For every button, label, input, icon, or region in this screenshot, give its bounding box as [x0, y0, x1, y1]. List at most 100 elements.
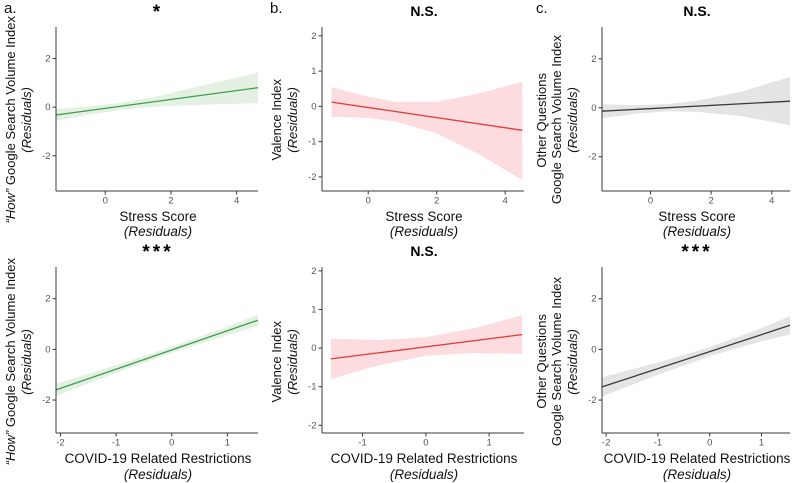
significance-label: *** [681, 242, 713, 263]
y-tick-label: 0 [591, 103, 596, 114]
x-tick-label: 1 [487, 438, 492, 449]
y-tick-label: -2 [308, 420, 316, 431]
x-tick-label: 0 [366, 196, 371, 207]
panel-b-top: b. Valence Index (Residuals) N.S. 0 2 4 -2 -1… [266, 0, 532, 240]
y-tick-label: 2 [311, 266, 316, 277]
panel-a-top: a. “How” Google Search Volume Index (Resi… [0, 0, 266, 240]
y-tick-label: 0 [311, 343, 316, 354]
x-axis-label-line2: (Residuals) [662, 224, 732, 240]
y-axis-label-line: Other Questions [534, 314, 550, 409]
y-tick-label: -2 [42, 151, 50, 162]
x-axis-label-line1: COVID-19 Related Restrictions [64, 451, 252, 466]
y-tick-label: 0 [311, 101, 316, 112]
confidence-band [331, 81, 523, 180]
x-axis-label-line1: COVID-19 Related Restrictions [603, 451, 791, 466]
y-tick-label: 0 [591, 344, 596, 355]
panel-c-top: c. Other Questions Google Search Volume I… [532, 0, 799, 240]
y-axis-label-line: Valence Index [269, 320, 285, 403]
y-axis-label: Valence Index (Residuals) [266, 0, 300, 240]
x-tick-label: 2 [168, 196, 173, 207]
x-tick-label: 0 [423, 438, 428, 449]
x-tick-label: 1 [225, 438, 230, 449]
x-axis-label: COVID-19 Related Restrictions (Residuals… [580, 451, 794, 482]
y-axis-label-line: Other Questions [534, 72, 550, 168]
y-axis-label: Valence Index (Residuals) [266, 240, 300, 483]
y-tick-label: 0 [45, 344, 50, 355]
y-axis-label-line: (Residuals) [18, 328, 34, 395]
x-axis-label-line1: Stress Score [119, 208, 197, 224]
x-tick-label: -1 [358, 438, 366, 449]
x-tick-label: 0 [103, 196, 108, 207]
regression-plot: 0 2 4 -2 0 2 [42, 27, 259, 207]
regression-plot: 0 2 4 -2 0 2 [588, 27, 791, 207]
regression-line [331, 101, 523, 131]
significance-label: N.S. [683, 3, 711, 19]
confidence-band [56, 72, 258, 121]
x-tick-label: 4 [234, 196, 239, 207]
significance-label: N.S. [410, 3, 438, 19]
regression-plot: 0 2 4 -2 -1 0 1 2 [308, 27, 524, 207]
y-tick-label: -2 [42, 395, 50, 406]
x-axis-label-line2: (Residuals) [123, 224, 193, 240]
y-axis-label-line: (Residuals) [284, 87, 300, 153]
significance-label: N.S. [410, 243, 438, 259]
x-tick-label: 1 [759, 438, 764, 449]
panel-letter-a: a. [4, 0, 17, 17]
y-axis-label-line: (Residuals) [564, 87, 580, 153]
y-tick-label: 0 [45, 102, 50, 113]
x-tick-label: -1 [112, 438, 120, 449]
x-axis-label-line1: COVID-19 Related Restrictions [330, 451, 518, 466]
y-tick-label: -1 [308, 137, 316, 148]
y-axis-label: “How” Google Search Volume Index (Residua… [0, 240, 34, 483]
y-axis-label: Other Questions Google Search Volume Inde… [532, 240, 580, 483]
y-axis-label-line: (Residuals) [564, 328, 580, 395]
regression-line [601, 324, 791, 388]
x-tick-label: -2 [56, 438, 64, 449]
panel-letter-b: b. [270, 0, 283, 17]
y-tick-label: -2 [588, 395, 596, 406]
panel-letter-c: c. [536, 0, 548, 17]
y-axis-label-line: (Residuals) [284, 328, 300, 395]
regression-line [55, 87, 259, 116]
y-axis-label: Other Questions Google Search Volume Inde… [532, 0, 580, 240]
panel-b-bottom: Valence Index (Residuals) N.S. -1 0 1 -2 -1 0 1… [266, 240, 532, 483]
y-axis-label-line: Google Search Volume Index [549, 276, 565, 447]
x-tick-label: 2 [709, 196, 714, 207]
y-axis-label-line: Valence Index [269, 79, 285, 161]
y-axis-label-line: Google Search Volume Index [549, 35, 565, 205]
x-axis-label: Stress Score (Residuals) [300, 209, 528, 240]
y-axis-label-line: “How” Google Search Volume Index [3, 16, 19, 224]
x-tick-label: 2 [434, 196, 439, 207]
regression-line [601, 100, 791, 112]
confidence-band [602, 76, 790, 126]
x-axis-label-line2: (Residuals) [389, 224, 459, 240]
x-tick-label: -1 [654, 438, 662, 449]
regression-plot: -2 -1 0 1 -2 0 2 [588, 267, 791, 449]
x-axis-label-line1: Stress Score [658, 208, 736, 224]
x-tick-label: 0 [707, 438, 712, 449]
regression-line [330, 333, 523, 360]
x-axis-label-line2: (Residuals) [662, 466, 732, 482]
y-tick-label: 2 [45, 54, 50, 65]
y-tick-label: 2 [45, 294, 50, 305]
y-axis-label: “How” Google Search Volume Index (Residua… [0, 0, 34, 240]
panel-c-bottom: Other Questions Google Search Volume Inde… [532, 240, 799, 483]
significance-label: *** [142, 242, 174, 263]
x-tick-label: 4 [769, 196, 774, 207]
x-axis-label-line2: (Residuals) [123, 466, 193, 482]
x-axis-label-line2: (Residuals) [389, 466, 459, 482]
y-tick-label: 1 [311, 304, 316, 315]
x-tick-label: 0 [169, 438, 174, 449]
x-tick-label: -2 [602, 438, 610, 449]
x-axis-label: Stress Score (Residuals) [34, 209, 262, 240]
y-tick-label: 2 [591, 54, 596, 65]
y-axis-label-line: “How” Google Search Volume Index [3, 257, 19, 466]
x-tick-label: 4 [503, 196, 508, 207]
x-axis-label-line1: Stress Score [385, 208, 463, 224]
significance-label: * [152, 2, 164, 23]
y-tick-label: 1 [311, 66, 316, 77]
x-axis-label: COVID-19 Related Restrictions (Residuals… [300, 451, 528, 482]
y-axis-label-line: (Residuals) [18, 87, 34, 153]
regression-plot: -2 -1 0 1 -2 0 2 [42, 267, 259, 449]
